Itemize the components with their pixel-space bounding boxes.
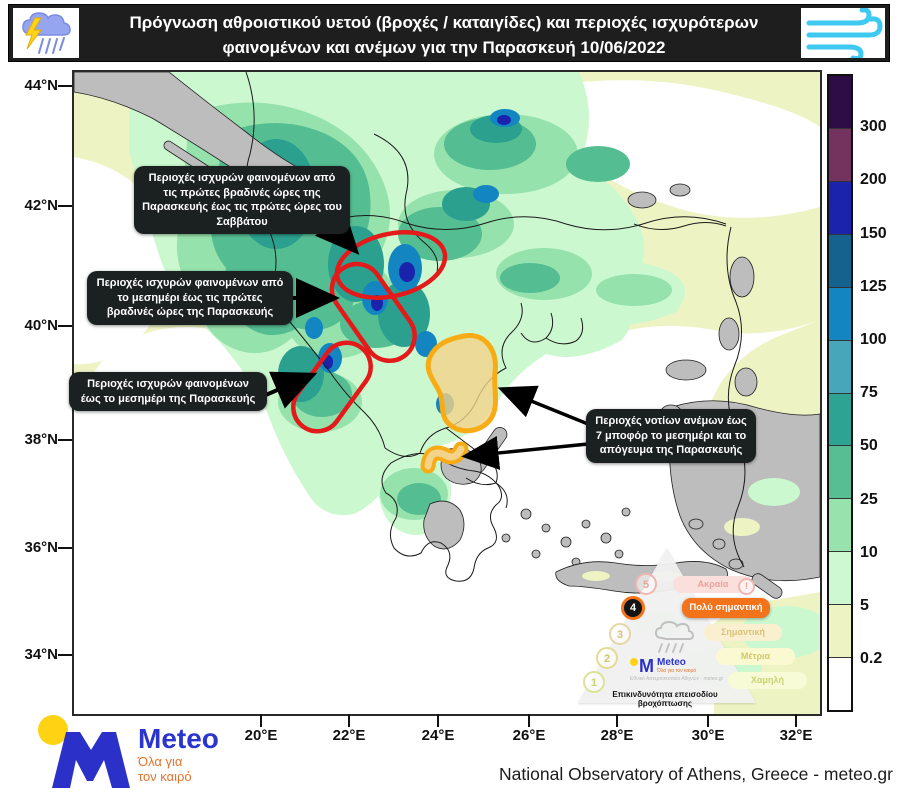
callout-south-winds: Περιοχές νοτίων ανέμων έως 7 μποφόρ το μ… — [586, 409, 756, 463]
meteo-logo-graphic: Meteo Όλα για τον καιρό — [38, 715, 219, 788]
colorbar-label: 75 — [860, 384, 878, 401]
pyramid-caption: Επικινδυνότητα επεισοδίου βροχόπτωσης — [612, 690, 718, 708]
precipitation-colorbar — [827, 74, 853, 712]
wind-area-north-aegean — [425, 333, 498, 434]
lat-label-40n: 40°N — [24, 317, 58, 334]
colorbar-cell — [829, 286, 851, 340]
colorbar-cell — [829, 180, 851, 234]
colorbar-label: 25 — [860, 491, 878, 508]
lat-tick — [58, 439, 72, 441]
colorbar-cell — [829, 657, 851, 711]
risk-level-1-number: 1 — [583, 671, 605, 693]
lon-tick — [260, 714, 262, 727]
meteo-m-icon: M — [639, 656, 654, 676]
colorbar-cell — [829, 498, 851, 552]
lon-label-24e: 24°E — [421, 727, 455, 744]
risk-level-2-number: 2 — [596, 647, 618, 669]
meteo-brand-logo: Meteo Όλα για τον καιρό — [30, 706, 240, 801]
risk-level-1-pill: Χαμηλή — [728, 672, 807, 689]
colorbar-label: 200 — [860, 171, 887, 188]
colorbar-cell — [829, 127, 851, 181]
lon-label-26e: 26°E — [512, 727, 546, 744]
storm-cloud-lightning-icon — [22, 12, 71, 54]
risk-level-3-pill: Σημαντική — [704, 624, 782, 641]
lat-tick — [58, 325, 72, 327]
colorbar-cell — [829, 76, 851, 128]
wind-area-outlines — [420, 333, 498, 474]
credit-text: National Observatory of Athens, Greece -… — [499, 764, 893, 784]
brand-name: Meteo — [138, 723, 219, 754]
meteo-logo-org: Εθνικό Αστεροσκοπείο Αθηνών - meteo.gr — [630, 676, 724, 682]
storm-area-noon-evening — [329, 261, 417, 364]
colorbar-cell — [829, 392, 851, 446]
meteo-logo-tagline: Όλα για τον καιρό — [657, 668, 697, 674]
lon-tick — [707, 714, 709, 727]
callout-storms-noon-to-evening: Περιοχές ισχυρών φαινομένων από το μεσημ… — [87, 271, 293, 325]
lat-tick — [58, 205, 72, 207]
lat-label-42n: 42°N — [24, 197, 58, 214]
lat-label-34n: 34°N — [24, 646, 58, 663]
brand-tagline-1: Όλα για — [137, 754, 183, 769]
lon-label-32e: 32°E — [779, 727, 813, 744]
page-title-line1: Πρόγνωση αθροιστικού υετού (βροχές / κατ… — [129, 13, 759, 32]
wind-gusts-icon — [806, 7, 883, 61]
colorbar-cell — [829, 604, 851, 658]
risk-level-2-pill: Μέτρια — [716, 648, 795, 665]
colorbar-label: 5 — [860, 597, 869, 614]
colorbar-label: 150 — [860, 225, 887, 242]
header-bar: Πρόγνωση αθροιστικού υετού (βροχές / κατ… — [8, 4, 890, 62]
colorbar-label: 0.2 — [860, 650, 883, 667]
risk-level-4-pill: Πολύ σημαντική — [682, 598, 770, 618]
wind-area-south-evia-fill — [424, 445, 465, 470]
rainfall-risk-pyramid: 5 4 3 2 1 Ακραία ! Πολύ σημαντική Σημαντ… — [578, 548, 812, 710]
lon-label-28e: 28°E — [600, 727, 634, 744]
callout-storms-until-noon: Περιοχές ισχυρών φαινομένων έως το μεσημ… — [69, 372, 267, 412]
colorbar-label: 50 — [860, 437, 878, 454]
lat-label-36n: 36°N — [24, 539, 58, 556]
lon-tick — [348, 714, 350, 727]
brand-tagline-2: τον καιρό — [138, 769, 192, 784]
storm-icon-box — [13, 8, 79, 58]
lon-tick — [795, 714, 797, 727]
lon-label-30e: 30°E — [691, 727, 725, 744]
rain-cloud-icon — [654, 620, 694, 653]
risk-level-5-pill: Ακραία — [673, 576, 753, 593]
colorbar-label: 125 — [860, 278, 887, 295]
colorbar-cell — [829, 551, 851, 605]
lat-tick — [58, 654, 72, 656]
colorbar-cell — [829, 233, 851, 287]
meteo-dot-icon — [630, 658, 638, 666]
lat-label-38n: 38°N — [24, 431, 58, 448]
risk-level-4-number: 4 — [621, 596, 645, 620]
lat-tick — [58, 547, 72, 549]
colorbar-label: 300 — [860, 118, 887, 135]
lon-tick — [616, 714, 618, 727]
meteo-m-icon — [52, 732, 130, 788]
colorbar-label: 100 — [860, 331, 887, 348]
pyramid-meteo-logo: M Meteo Όλα για τον καιρό Εθνικό Αστεροσ… — [630, 656, 740, 682]
page-title-line2: φαινομένων και ανέμων για την Παρασκευή … — [222, 37, 666, 57]
storm-area-evening-night — [334, 230, 448, 300]
lon-tick — [437, 714, 439, 727]
lat-tick — [58, 85, 72, 87]
exclamation-icon: ! — [738, 578, 755, 595]
lon-label-20e: 20°E — [244, 727, 278, 744]
lon-label-22e: 22°E — [332, 727, 366, 744]
colorbar-label: 10 — [860, 544, 878, 561]
risk-level-3-number: 3 — [609, 623, 631, 645]
meteo-sun-dot-icon — [38, 715, 68, 745]
callout-storms-evening-to-saturday: Περιοχές ισχυρών φαινομένων από τις πρώτ… — [134, 166, 350, 235]
lon-tick — [528, 714, 530, 727]
wind-icon-box — [801, 7, 885, 61]
annotation-arrows — [253, 208, 589, 470]
colorbar-cell — [829, 445, 851, 499]
colorbar-cell — [829, 339, 851, 393]
risk-level-5-number: 5 — [635, 573, 657, 595]
meteo-logo-name: Meteo — [657, 657, 686, 668]
page-title: Πρόγνωση αθροιστικού υετού (βροχές / κατ… — [99, 11, 789, 60]
lat-label-44n: 44°N — [24, 77, 58, 94]
